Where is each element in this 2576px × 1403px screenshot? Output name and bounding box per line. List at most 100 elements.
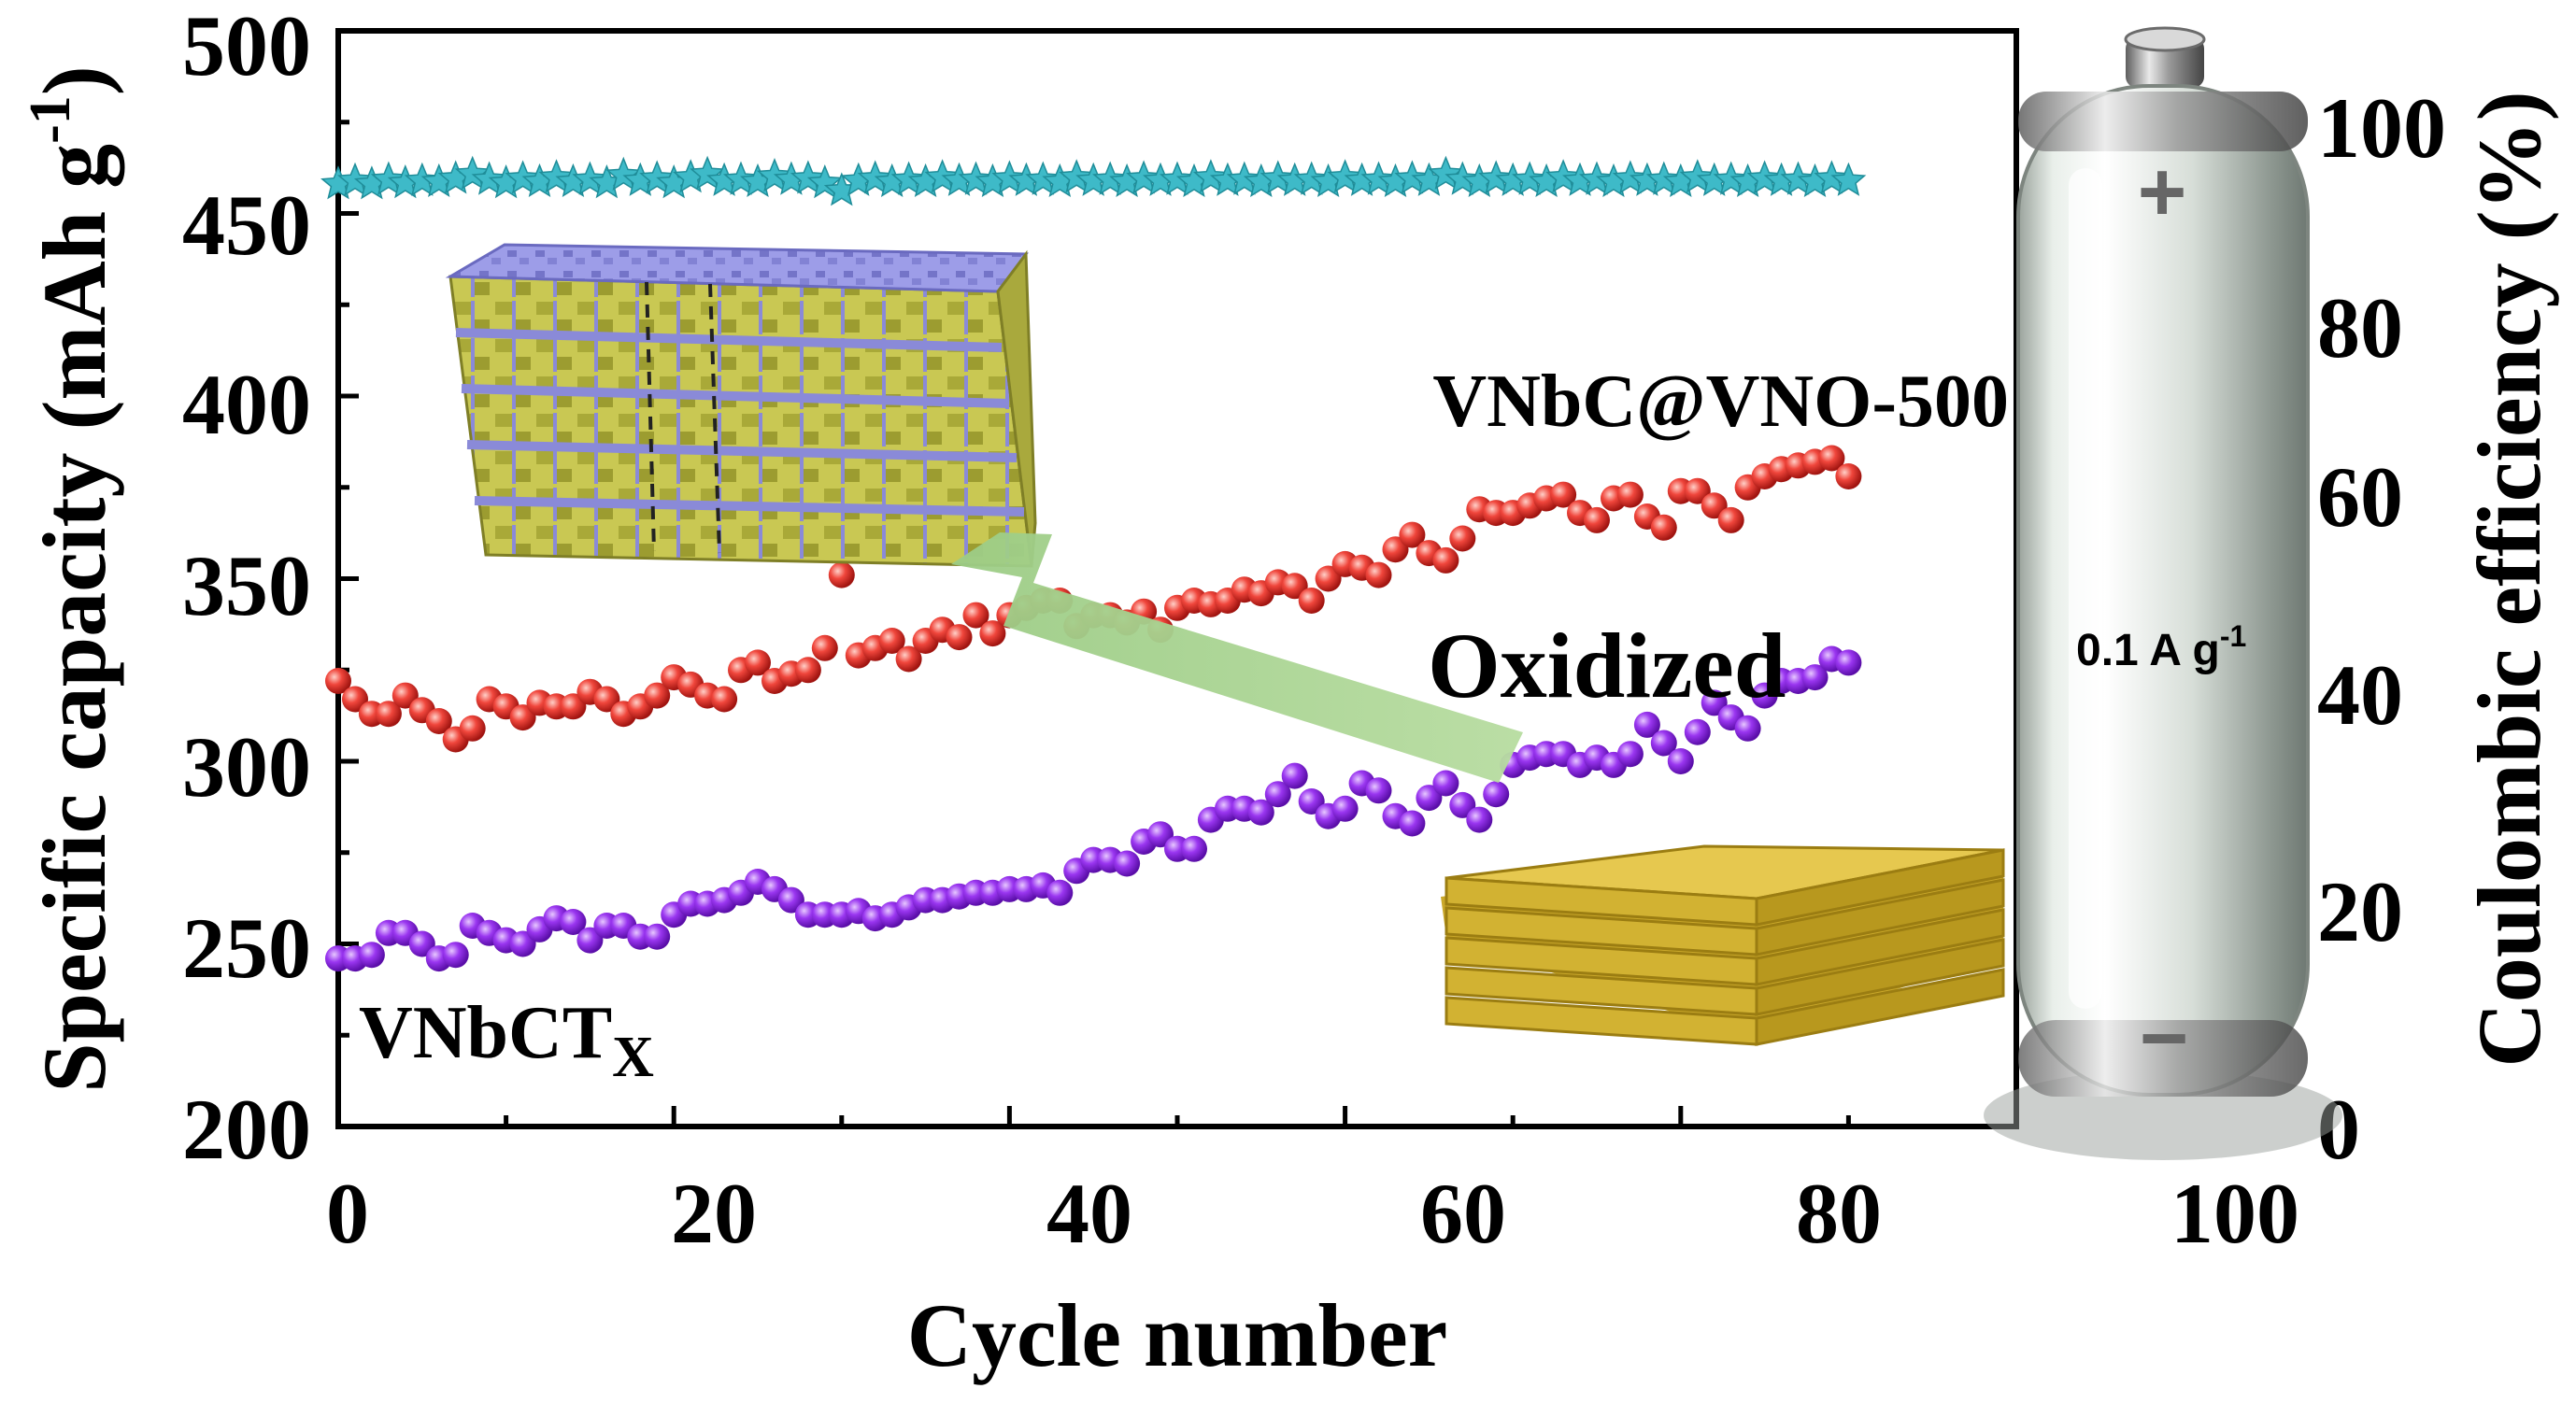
vnbc-vno-500-point [1432,546,1459,574]
coulombic-efficiency-point [1394,160,1430,194]
coulombic-efficiency-point [1092,161,1129,195]
vnbc-vno-500-point [425,708,452,734]
vnbc-vno-500-point [644,682,671,709]
oxidized-label: Oxidized [1428,614,1786,717]
battery-minus-icon: − [2140,992,2189,1085]
coulombic-efficiency-point [1645,161,1682,195]
coulombic-efficiency-point [1746,160,1783,194]
y2-tick-labels: 0 20 40 60 80 100 [2317,80,2446,1177]
coulombic-efficiency-point [1445,161,1481,195]
coulombic-efficiency-point [1160,161,1195,195]
coulombic-efficiency-point [1780,161,1816,195]
y2-tick-label: 60 [2317,449,2403,545]
vnbc-vno-500-point [325,668,351,694]
coulombic-efficiency-point [505,160,541,194]
coulombic-efficiency-point [1814,160,1850,194]
vnbc-vno-500-point [1281,573,1308,600]
coulombic-efficiency-point [958,161,994,195]
vnbc-vno-500-point [1449,525,1476,552]
coulombic-efficiency-point [1360,161,1397,195]
vnbctx-point [1432,770,1459,797]
vnbc-vno-500-point [1650,514,1677,541]
current-density-label: 0.1 A g-1 [2076,619,2246,675]
vnbc-vno-500-point [828,561,855,588]
vnbc-vno-500-point [1399,521,1426,548]
coulombic-efficiency-point [1327,159,1363,193]
y-tick-label: 500 [182,0,311,93]
vnbc-vno-500-point [946,624,973,651]
vnbc-vno-500-point [1835,463,1862,489]
vnbc-vno-500-point [979,620,1006,647]
vnbctx-point [1801,664,1829,691]
y-axis-title: Specific capacity (mAh g-1) [19,65,124,1092]
coulombic-efficiency-point [1545,159,1582,193]
vnbctx-point [1483,781,1510,808]
coulombic-efficiency-point [924,159,961,193]
x-tick-label: 20 [671,1166,757,1261]
x-axis-title: Cycle number [907,1285,1448,1385]
y-tick-label: 400 [182,357,311,452]
coulombic-efficiency-point [1025,161,1061,195]
vnbctx-point [1331,795,1359,822]
vnbc-vno-500-point [811,634,838,661]
coulombic-efficiency-point [1059,159,1095,193]
coulombic-efficiency-point [1192,159,1229,193]
vnbc-vno-500-point [459,715,486,742]
x-tick-label: 60 [1420,1166,1506,1261]
series-0 [325,445,1862,753]
vnbctx-point [1633,711,1660,738]
coulombic-efficiency-point [1579,161,1615,195]
coulombic-efficiency-point [1478,160,1515,194]
y2-axis-title: Coulombic efficiency (%) [2459,91,2559,1067]
vnbc-vno-500-point [878,628,905,654]
vnbctx-point [1701,689,1728,716]
vnbc-vno-500-point [1550,481,1577,508]
y-tick-label: 300 [182,719,311,815]
vnbctx-point [1399,810,1426,837]
vnbc-vno-500-point [1584,506,1610,533]
vnbctx-point [1466,806,1493,833]
vnbctx-point [1667,748,1694,774]
vnbc-vno-500-point [391,682,419,709]
coulombic-efficiency-point [1293,161,1330,195]
y-tick-label: 200 [182,1082,311,1177]
coulombic-efficiency-point [890,161,927,195]
x-tick-label: 100 [2170,1166,2299,1261]
series-2 [320,155,1867,206]
battery-plus-icon: + [2138,146,2187,239]
vnbctx-point [1281,762,1308,789]
vnbctx-point [1264,781,1291,808]
vnbc-vno-500-point [375,701,402,728]
vnbctx-point [560,909,587,935]
vnbctx-point [358,942,385,969]
y-tick-label: 250 [182,900,311,996]
vnbctx-point [1616,741,1644,768]
x-tick-label: 80 [1796,1166,1882,1261]
vnbc-vno-500-point [1818,445,1845,472]
coulombic-efficiency-point [1260,160,1296,194]
coulombic-efficiency-point [756,158,792,192]
y2-tick-label: 20 [2317,864,2403,959]
vnbctx-point [442,942,469,969]
vnbc-vno-500-point [895,645,922,673]
vnbctx-point [1247,799,1274,826]
vnbctx-point [1114,850,1141,877]
coulombic-efficiency-point [639,160,676,194]
vnbctx-point [1734,715,1761,742]
vnbc-vno-structure-illustration [445,243,1037,568]
vnbctx-point [1181,835,1207,862]
vnbctx-point [1650,730,1677,757]
series-label-vnbctx: VNbCTX [359,992,654,1089]
vnbc-vno-500-point [794,657,821,684]
vnbctx-point [1449,791,1476,818]
coulombic-efficiency-point [857,160,893,194]
coulombic-efficiency-point [806,164,843,199]
mxene-slabs-illustration [1441,844,2005,1046]
battery-illustration: + − 0.1 A g-1 [1984,26,2342,1160]
vnbc-vno-500-point [1717,506,1744,533]
coulombic-efficiency-point [1830,162,1867,196]
y2-tick-label: 80 [2317,280,2403,376]
vnbc-vno-500-point [711,686,738,713]
series-1 [325,645,1862,972]
